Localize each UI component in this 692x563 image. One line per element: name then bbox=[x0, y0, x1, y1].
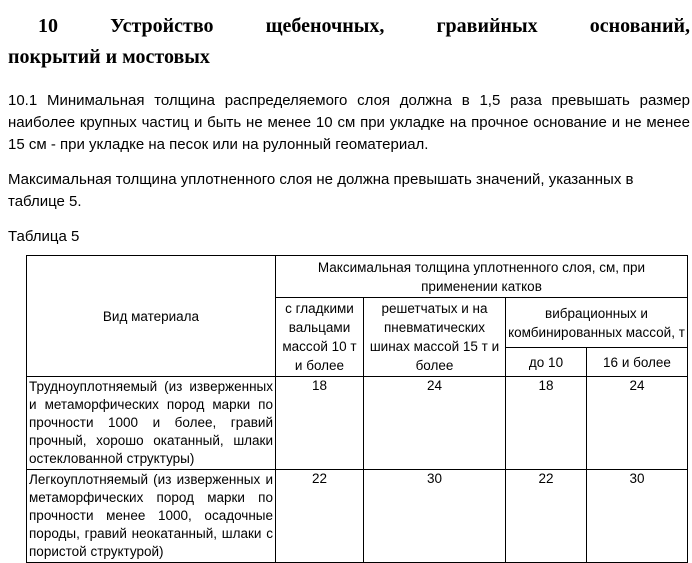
header-cell-vibro-combined: вибрационных и комбинированных массой, т bbox=[504, 296, 689, 349]
header-cell-grid-pneumatic: решетчатых и на пневматических шинах мас… bbox=[363, 297, 506, 377]
value-cell: 24 bbox=[585, 376, 689, 470]
section-heading-line-2: покрытий и мостовых bbox=[8, 46, 210, 68]
value-cell: 22 bbox=[275, 469, 364, 563]
header-cell-upto-10: до 10 bbox=[505, 347, 587, 377]
header-cell-material: Вид материала bbox=[26, 255, 276, 377]
header-cell-smooth-rollers: с гладкими вальцами массой 10 т и более bbox=[275, 297, 364, 377]
header-cell-16-and-more: 16 и более bbox=[585, 347, 689, 377]
paragraph-max-thickness: Максимальная толщина уплотненного слоя н… bbox=[8, 171, 634, 210]
table-header-row-1: Вид материала Максимальная толщина уплот… bbox=[26, 255, 689, 377]
table-row-easy-to-compact: Легкоуплотняемый (из изверженных и метам… bbox=[26, 469, 689, 563]
table-row-hard-to-compact: Трудноуплотняемый (из изверженных и мета… bbox=[26, 376, 689, 470]
header-cell-group-title: Максимальная толщина уплотненного слоя, … bbox=[274, 255, 689, 298]
section-heading: 10 Устройство щебеночных, гравийных осно… bbox=[8, 11, 690, 73]
table-5: Вид материала Максимальная толщина уплот… bbox=[26, 255, 689, 563]
material-cell: Легкоуплотняемый (из изверженных и метам… bbox=[26, 469, 276, 563]
table-caption: Таблица 5 bbox=[8, 228, 80, 245]
value-cell: 30 bbox=[363, 469, 506, 563]
document-page: 10 Устройство щебеночных, гравийных осно… bbox=[8, 11, 690, 563]
value-cell: 18 bbox=[275, 376, 364, 470]
paragraph-10-1: 10.1 Минимальная толщина распределяемого… bbox=[8, 92, 690, 153]
value-cell: 24 bbox=[363, 376, 506, 470]
value-cell: 18 bbox=[505, 376, 587, 470]
section-heading-line-1: 10 Устройство щебеночных, гравийных осно… bbox=[38, 15, 690, 37]
table-header-row-2: с гладкими вальцами массой 10 т и более … bbox=[27, 296, 689, 377]
value-cell: 30 bbox=[585, 469, 689, 563]
value-cell: 22 bbox=[505, 469, 587, 563]
material-cell: Трудноуплотняемый (из изверженных и мета… bbox=[26, 376, 276, 470]
